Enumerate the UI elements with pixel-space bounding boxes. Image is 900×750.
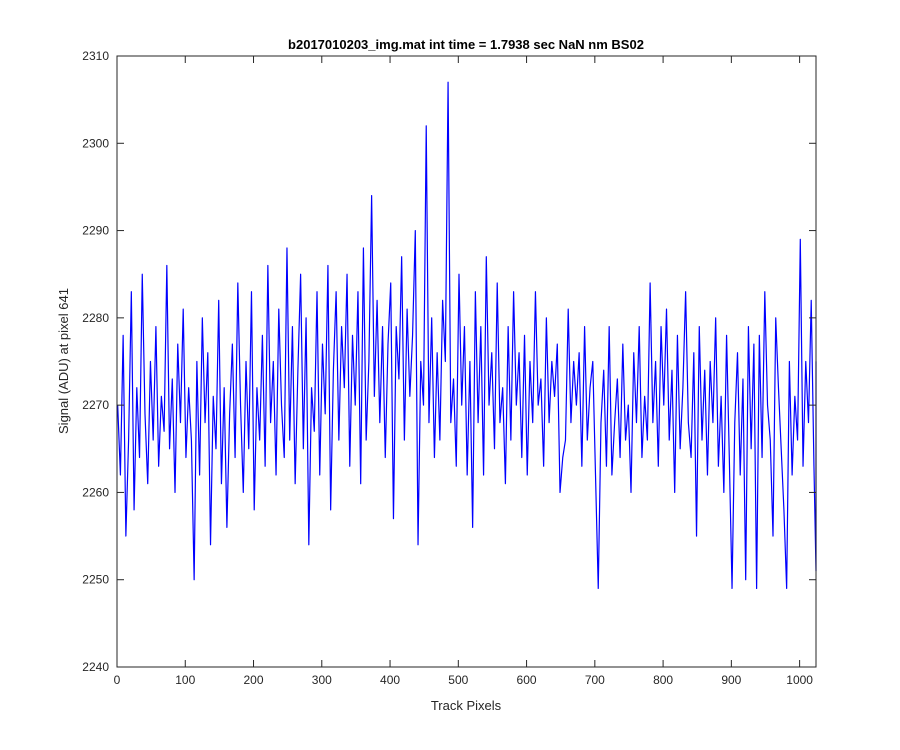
x-tick-label: 900 bbox=[721, 673, 741, 687]
y-tick-label: 2300 bbox=[82, 136, 109, 150]
y-tick-label: 2250 bbox=[82, 573, 109, 587]
chart-title: b2017010203_img.mat int time = 1.7938 se… bbox=[288, 37, 644, 52]
x-tick-label: 400 bbox=[380, 673, 400, 687]
x-axis-label: Track Pixels bbox=[431, 698, 502, 713]
x-tick-label: 0 bbox=[114, 673, 121, 687]
x-tick-label: 500 bbox=[448, 673, 468, 687]
x-tick-label: 1000 bbox=[786, 673, 813, 687]
y-tick-label: 2240 bbox=[82, 660, 109, 674]
plot-background bbox=[117, 56, 816, 667]
x-tick-label: 200 bbox=[244, 673, 264, 687]
x-tick-label: 100 bbox=[175, 673, 195, 687]
y-tick-label: 2270 bbox=[82, 398, 109, 412]
y-tick-label: 2310 bbox=[82, 49, 109, 63]
y-tick-label: 2280 bbox=[82, 311, 109, 325]
y-axis-label: Signal (ADU) at pixel 641 bbox=[56, 288, 71, 434]
signal-series-line bbox=[117, 81, 817, 590]
data-layer bbox=[117, 81, 817, 590]
y-tick-label: 2260 bbox=[82, 485, 109, 499]
axes-box bbox=[116, 55, 817, 668]
x-tick-label: 300 bbox=[312, 673, 332, 687]
x-tick-label: 800 bbox=[653, 673, 673, 687]
ticks-layer: 0 100 200 300 400 500 600 700 800 900 1000 2240 2250… bbox=[82, 49, 816, 687]
x-tick-label: 600 bbox=[517, 673, 537, 687]
x-tick-label: 700 bbox=[585, 673, 605, 687]
y-tick-label: 2290 bbox=[82, 224, 109, 238]
